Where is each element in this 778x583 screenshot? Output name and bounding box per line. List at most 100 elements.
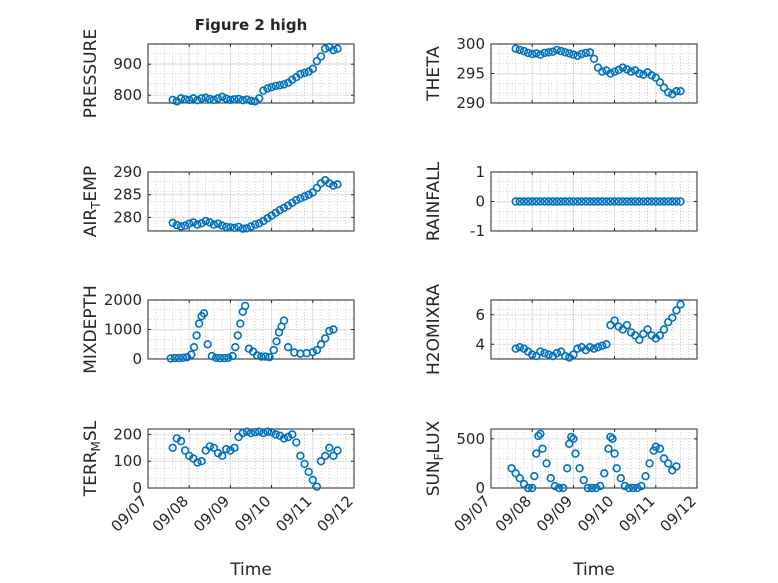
data-point — [565, 49, 574, 58]
data-point — [246, 222, 256, 231]
tick-marks — [147, 44, 355, 103]
data-point — [325, 443, 334, 452]
data-point — [647, 197, 656, 206]
data-point — [316, 52, 326, 61]
tick-marks — [490, 171, 698, 232]
data-point — [246, 428, 256, 438]
data-point — [663, 88, 673, 97]
data-point — [519, 197, 529, 206]
data-point — [618, 63, 627, 72]
data-point — [635, 335, 644, 344]
data-point — [180, 446, 190, 455]
data-point — [628, 483, 638, 493]
data-point — [222, 222, 231, 232]
data-point — [220, 353, 229, 363]
data-point — [209, 220, 219, 229]
data-point — [620, 481, 630, 491]
data-point — [203, 340, 212, 349]
data-point — [316, 340, 326, 349]
data-point — [593, 343, 603, 352]
data-point — [511, 197, 520, 206]
data-point — [536, 347, 545, 356]
data-point — [246, 96, 256, 106]
tick-marks — [490, 43, 698, 104]
y-tick-label: 290 — [456, 94, 485, 112]
data-point — [304, 190, 313, 199]
data-point — [275, 81, 284, 90]
figure-title: Figure 2 high — [195, 16, 308, 34]
data-point — [659, 325, 669, 334]
data-point — [567, 432, 576, 442]
data-point — [233, 331, 243, 340]
data-point — [211, 353, 221, 362]
series-markers — [511, 44, 685, 99]
data-point — [213, 219, 223, 228]
data-point — [308, 475, 317, 485]
y-tick-label: 1000 — [104, 321, 142, 339]
data-point — [593, 197, 603, 206]
data-point — [542, 459, 551, 468]
data-point — [292, 195, 301, 205]
y-tick-label: 0 — [132, 350, 142, 368]
data-point — [507, 464, 516, 473]
data-point — [178, 353, 188, 362]
data-point — [569, 197, 578, 206]
data-point — [275, 205, 284, 215]
data-point — [624, 483, 634, 493]
data-point — [166, 354, 175, 363]
y-axis-label: H2OMIXRA — [424, 284, 444, 375]
data-point — [296, 69, 305, 79]
data-point — [329, 325, 338, 334]
data-point — [536, 197, 545, 206]
data-point — [207, 351, 217, 361]
y-tick-label: 0 — [475, 193, 485, 211]
data-point — [515, 197, 524, 206]
data-point — [255, 219, 264, 228]
data-point — [242, 427, 252, 436]
data-point — [618, 325, 627, 334]
data-point — [639, 197, 648, 206]
data-point — [201, 93, 210, 102]
tick-marks — [490, 300, 698, 359]
data-point — [269, 345, 278, 355]
data-point — [523, 197, 533, 206]
data-point — [224, 353, 233, 362]
data-point — [333, 446, 342, 455]
data-point — [308, 348, 317, 357]
data-point — [540, 197, 549, 206]
data-point — [532, 197, 541, 206]
y-tick-label: 6 — [475, 306, 485, 324]
data-point — [292, 438, 301, 447]
data-point — [205, 442, 215, 451]
data-point — [192, 331, 201, 340]
data-point — [213, 94, 223, 103]
data-point — [606, 197, 615, 206]
data-point — [552, 45, 562, 55]
tick-marks — [147, 171, 355, 231]
data-point — [602, 340, 611, 349]
data-point — [655, 78, 665, 87]
data-point — [610, 67, 619, 76]
data-point — [672, 197, 681, 206]
data-point — [651, 197, 660, 206]
data-point — [168, 218, 177, 228]
data-point — [511, 44, 520, 53]
data-point — [645, 459, 654, 468]
data-point — [308, 64, 317, 74]
data-point — [180, 221, 190, 230]
data-point — [176, 436, 186, 446]
data-point — [606, 432, 615, 442]
data-point — [234, 94, 243, 104]
data-point — [511, 344, 520, 353]
data-point — [209, 95, 219, 105]
axes-box — [490, 299, 698, 360]
data-point — [308, 188, 317, 197]
data-point — [279, 316, 289, 325]
data-point — [527, 350, 537, 359]
data-point — [271, 81, 280, 91]
data-point — [259, 86, 268, 95]
data-point — [197, 219, 206, 228]
data-point — [257, 352, 266, 361]
data-point — [218, 92, 227, 102]
data-point — [272, 337, 281, 346]
